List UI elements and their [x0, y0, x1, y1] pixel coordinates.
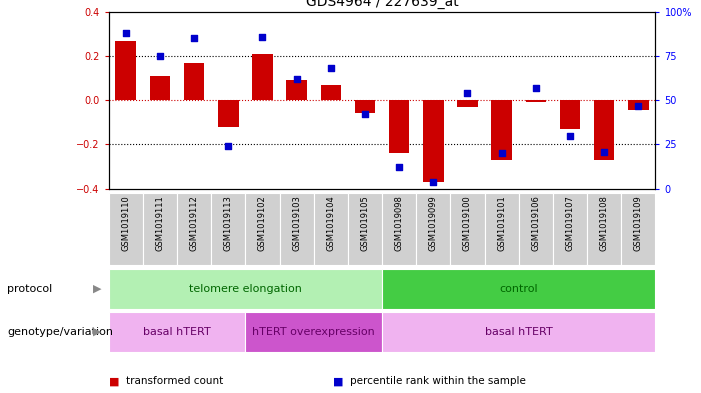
- Bar: [382, 269, 655, 309]
- Point: [462, 90, 473, 96]
- Bar: [218, 100, 238, 127]
- Bar: [320, 85, 341, 100]
- Text: transformed count: transformed count: [126, 376, 224, 386]
- Point: [564, 132, 576, 139]
- Bar: [594, 100, 614, 160]
- Bar: [519, 193, 553, 265]
- Point: [633, 102, 644, 108]
- Text: genotype/variation: genotype/variation: [7, 327, 113, 337]
- Text: GSM1019106: GSM1019106: [531, 195, 540, 251]
- Bar: [252, 54, 273, 100]
- Text: GSM1019103: GSM1019103: [292, 195, 301, 251]
- Bar: [484, 193, 519, 265]
- Bar: [389, 100, 409, 153]
- Bar: [109, 269, 382, 309]
- Text: GSM1019098: GSM1019098: [395, 195, 404, 251]
- Point: [599, 148, 610, 154]
- Text: GSM1019104: GSM1019104: [326, 195, 335, 250]
- Bar: [423, 100, 444, 182]
- Bar: [245, 193, 280, 265]
- Bar: [245, 312, 382, 352]
- Text: GSM1019100: GSM1019100: [463, 195, 472, 250]
- Text: GSM1019099: GSM1019099: [429, 195, 438, 250]
- Point: [393, 164, 404, 171]
- Text: GSM1019113: GSM1019113: [224, 195, 233, 251]
- Bar: [348, 193, 382, 265]
- Text: ▶: ▶: [93, 284, 102, 294]
- Text: protocol: protocol: [7, 284, 53, 294]
- Bar: [382, 193, 416, 265]
- Text: ■: ■: [109, 376, 119, 386]
- Bar: [526, 100, 546, 103]
- Bar: [416, 193, 451, 265]
- Bar: [457, 100, 478, 107]
- Text: GSM1019102: GSM1019102: [258, 195, 267, 250]
- Bar: [314, 193, 348, 265]
- Text: control: control: [499, 284, 538, 294]
- Point: [154, 53, 165, 59]
- Bar: [451, 193, 484, 265]
- Bar: [116, 40, 136, 100]
- Text: GSM1019111: GSM1019111: [156, 195, 165, 250]
- Point: [291, 76, 302, 82]
- Text: GSM1019108: GSM1019108: [599, 195, 608, 251]
- Point: [360, 111, 371, 118]
- Bar: [143, 193, 177, 265]
- Bar: [560, 100, 580, 129]
- Bar: [109, 312, 245, 352]
- Point: [189, 35, 200, 41]
- Bar: [177, 193, 211, 265]
- Text: GSM1019112: GSM1019112: [189, 195, 198, 250]
- Text: hTERT overexpression: hTERT overexpression: [252, 327, 375, 337]
- Title: GDS4964 / 227639_at: GDS4964 / 227639_at: [306, 0, 458, 9]
- Bar: [553, 193, 587, 265]
- Bar: [621, 193, 655, 265]
- Bar: [628, 100, 648, 110]
- Text: basal hTERT: basal hTERT: [485, 327, 552, 337]
- Bar: [109, 193, 143, 265]
- Text: GSM1019101: GSM1019101: [497, 195, 506, 250]
- Point: [120, 30, 131, 36]
- Point: [496, 150, 508, 156]
- Point: [325, 65, 336, 72]
- Bar: [587, 193, 621, 265]
- Text: basal hTERT: basal hTERT: [143, 327, 211, 337]
- Bar: [150, 76, 170, 100]
- Text: GSM1019109: GSM1019109: [634, 195, 643, 250]
- Text: GSM1019110: GSM1019110: [121, 195, 130, 250]
- Bar: [287, 80, 307, 100]
- Bar: [280, 193, 314, 265]
- Bar: [211, 193, 245, 265]
- Bar: [491, 100, 512, 160]
- Text: telomere elongation: telomere elongation: [189, 284, 302, 294]
- Point: [223, 143, 234, 149]
- Text: ▶: ▶: [93, 327, 102, 337]
- Bar: [184, 62, 205, 100]
- Text: GSM1019107: GSM1019107: [566, 195, 575, 251]
- Text: ■: ■: [333, 376, 343, 386]
- Bar: [355, 100, 375, 114]
- Point: [428, 178, 439, 185]
- Point: [530, 84, 541, 91]
- Text: percentile rank within the sample: percentile rank within the sample: [350, 376, 526, 386]
- Bar: [382, 312, 655, 352]
- Point: [257, 33, 268, 40]
- Text: GSM1019105: GSM1019105: [360, 195, 369, 250]
